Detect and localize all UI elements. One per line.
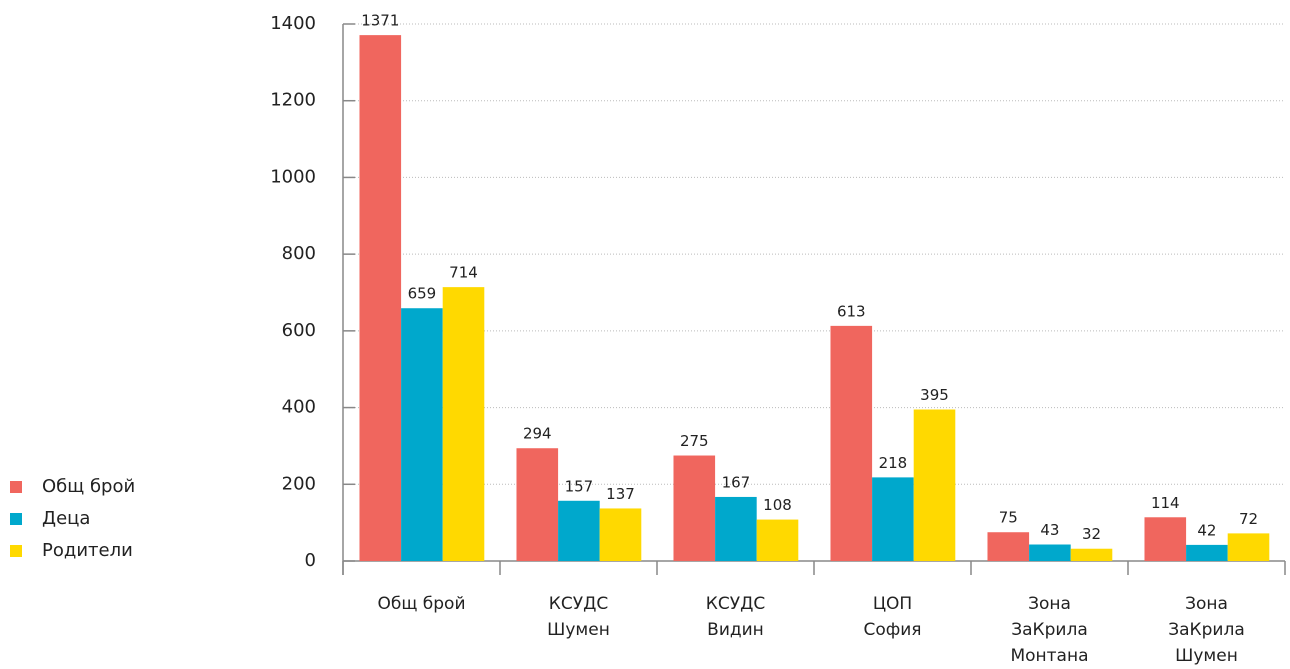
bar	[1144, 517, 1187, 561]
value-label: 42	[1197, 521, 1216, 539]
x-tick-label: Монтана	[1010, 646, 1088, 666]
bar	[599, 508, 642, 561]
y-tick-label: 1000	[270, 166, 316, 187]
bar	[442, 287, 485, 561]
x-tick-label: Общ брой	[377, 594, 465, 614]
value-label: 218	[879, 454, 908, 472]
x-tick-label: ЗаКрила	[1011, 620, 1088, 640]
bar	[987, 532, 1030, 561]
legend-label: Общ брой	[42, 476, 135, 497]
value-label: 1371	[361, 12, 399, 30]
bar	[872, 477, 914, 561]
y-tick-label: 0	[305, 550, 316, 571]
legend-label: Деца	[42, 508, 90, 529]
legend-swatch	[10, 545, 22, 557]
bar	[401, 308, 443, 561]
value-label: 714	[449, 264, 478, 282]
value-label: 167	[722, 473, 751, 491]
bar	[830, 325, 873, 561]
x-tick-label: Шумен	[1175, 646, 1238, 666]
bar	[1070, 548, 1113, 561]
bar	[1029, 544, 1071, 561]
value-label: 75	[999, 509, 1018, 527]
bar	[913, 409, 956, 561]
value-label: 114	[1151, 494, 1180, 512]
value-label: 32	[1082, 525, 1101, 543]
bar	[756, 519, 799, 561]
y-tick-label: 1400	[270, 13, 316, 34]
value-label: 157	[565, 477, 594, 495]
y-tick-label: 800	[282, 243, 316, 264]
value-label: 137	[606, 485, 635, 503]
legend-swatch	[10, 513, 22, 525]
bar	[359, 35, 402, 561]
bar	[673, 455, 716, 561]
legend-label: Родители	[42, 540, 133, 561]
value-label: 43	[1040, 521, 1059, 539]
x-tick-label: КСУДС	[706, 594, 765, 614]
legend-swatch	[10, 481, 22, 493]
x-tick-label: София	[863, 620, 921, 640]
bar	[1186, 544, 1228, 561]
x-tick-label: ЦОП	[873, 594, 912, 614]
value-label: 613	[837, 302, 866, 320]
x-tick-label: Шумен	[547, 620, 610, 640]
value-label: 659	[408, 285, 437, 303]
x-tick-label: Зона	[1185, 594, 1228, 614]
bar	[516, 448, 559, 561]
x-tick-label: ЗаКрила	[1168, 620, 1245, 640]
x-tick-label: КСУДС	[549, 594, 608, 614]
bar	[558, 500, 600, 561]
y-tick-label: 400	[282, 397, 316, 418]
y-tick-label: 600	[282, 320, 316, 341]
value-label: 395	[920, 386, 949, 404]
value-label: 294	[523, 425, 552, 443]
bar	[1227, 533, 1270, 561]
y-tick-label: 1200	[270, 90, 316, 111]
x-tick-label: Видин	[707, 620, 764, 640]
value-label: 72	[1239, 510, 1258, 528]
value-label: 108	[763, 496, 792, 514]
bar	[715, 496, 757, 561]
x-tick-label: Зона	[1028, 594, 1071, 614]
y-tick-label: 200	[282, 473, 316, 494]
value-label: 275	[680, 432, 709, 450]
